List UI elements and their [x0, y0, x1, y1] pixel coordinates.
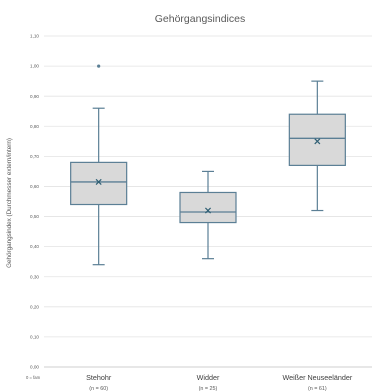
category-sublabel: (n = 60) [89, 386, 108, 392]
category-sublabel: (n = 61) [308, 386, 327, 392]
y-tick-label: 0,40 [30, 244, 39, 249]
mean-marker-stroke [204, 207, 212, 214]
y-tick-labels: 0,00 0,10 0,20 0,30 0,40 0,50 0,60 0,70 0,80 0,90… [30, 34, 39, 370]
y-tick-label: 0,30 [30, 274, 39, 279]
y-tick-label: 1,10 [30, 34, 39, 39]
mean-marker [95, 178, 102, 185]
box-2 [179, 170, 237, 260]
box-3 [288, 80, 346, 212]
category-label: Widder [197, 373, 220, 382]
corner-label: 0 = fam [26, 375, 41, 380]
y-tick-label: 0,70 [30, 154, 39, 159]
interquartile-box [70, 161, 128, 206]
y-tick-label: 0,90 [30, 94, 39, 99]
outlier-point [97, 64, 101, 68]
interquartile-box [288, 113, 346, 166]
mean-marker [314, 138, 321, 145]
interquartile-box [179, 191, 237, 224]
category-labels: Stehohr (n = 60) Widder (n = 25) Weißer Neus… [86, 373, 353, 392]
y-tick-label: 0,80 [30, 124, 39, 129]
chart-title: Gehörgangsindices [155, 13, 245, 25]
category-label: Weißer Neuseeländer [282, 373, 352, 382]
y-tick-label: 0,50 [30, 214, 39, 219]
y-tick-label: 1,00 [30, 64, 39, 69]
mean-marker-stroke [95, 178, 102, 185]
category-label: Stehohr [86, 373, 112, 382]
y-tick-label: 0,20 [30, 304, 39, 309]
mean-marker [204, 207, 212, 214]
y-tick-label: 0,60 [30, 184, 39, 189]
box-layer [70, 64, 346, 266]
y-tick-label: 0,00 [30, 365, 39, 370]
category-sublabel: (n = 25) [199, 386, 218, 392]
box-1 [70, 64, 128, 266]
y-axis-label: Gehörgangsindex (Durchmesser extern/inte… [6, 138, 13, 268]
y-tick-label: 0,10 [30, 335, 39, 340]
mean-marker-stroke [314, 138, 321, 145]
